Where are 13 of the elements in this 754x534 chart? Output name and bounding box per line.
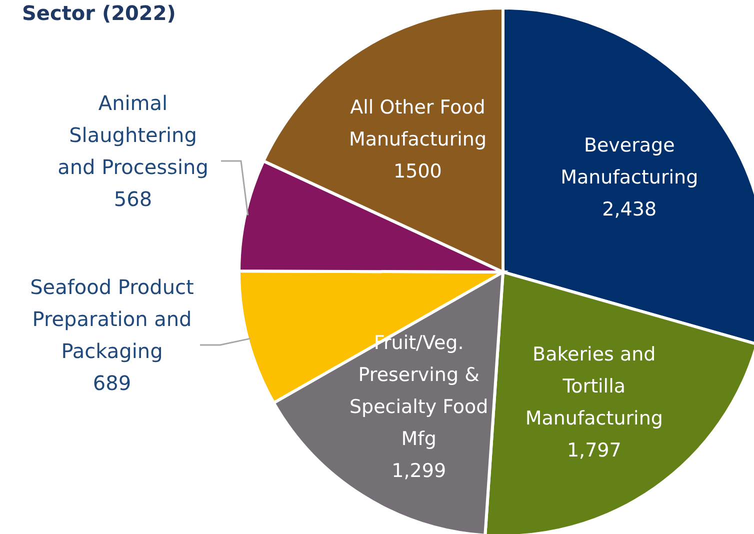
data-label: 2,438 [602,198,657,221]
data-label: 1500 [394,160,442,183]
slice-label: Fruit/Veg. Preserving & Specialty Food Mfg [349,332,488,450]
slice-label: Beverage Manufacturing [560,134,698,189]
data-label: 689 [92,371,132,395]
data-label: 1,797 [566,440,622,462]
slice-label: Seafood Product Preparation and Packaging [30,275,194,363]
chart-title: Sector (2022) [22,1,176,25]
slice-label: Animal Slaughtering and Processing [58,91,208,179]
slice-label: Bakeries and Tortilla Manufacturing [525,344,663,430]
data-label: 1,299 [392,460,446,482]
data-label: 568 [114,187,152,211]
slice-label: All Other Food Manufacturing [348,96,487,151]
